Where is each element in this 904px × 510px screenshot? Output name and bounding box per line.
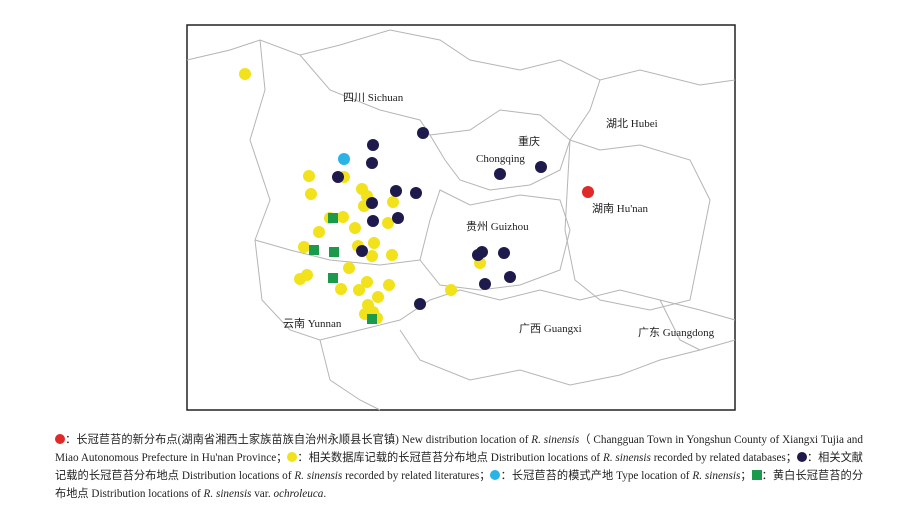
legend-text: .	[323, 488, 327, 500]
legend-text: R. sinensis	[294, 470, 343, 482]
location-marker	[417, 127, 429, 139]
region-label: 贵州 Guizhou	[466, 220, 529, 233]
location-marker	[479, 278, 491, 290]
location-marker	[361, 276, 373, 288]
legend-text: recorded by related databases；	[650, 452, 797, 464]
region-label: 广西 Guangxi	[519, 322, 582, 335]
location-marker	[368, 237, 380, 249]
legend-text: ；	[740, 470, 752, 482]
location-marker	[337, 211, 349, 223]
location-marker	[328, 213, 338, 223]
location-marker	[309, 245, 319, 255]
location-marker	[582, 186, 594, 198]
region-label: 重庆	[518, 134, 540, 148]
location-marker	[392, 212, 404, 224]
location-marker	[498, 247, 510, 259]
legend-marker	[287, 452, 298, 462]
location-marker	[367, 215, 379, 227]
location-marker	[367, 139, 379, 151]
region-label: 湖北 Hubei	[606, 117, 658, 130]
legend-text: ：黄白长冠苣苔的分布地点 Distribution locations of	[55, 470, 864, 500]
location-marker	[356, 245, 368, 257]
legend-text: ：相关文献记载的长冠苣苔分布地点 Distribution locations …	[55, 452, 863, 482]
location-marker	[328, 273, 338, 283]
legend-text: R. sinensis	[692, 470, 741, 482]
boundaries	[186, 29, 736, 411]
location-marker	[386, 249, 398, 261]
location-marker	[372, 291, 384, 303]
location-marker	[332, 171, 344, 183]
location-marker	[410, 187, 422, 199]
location-marker	[367, 314, 377, 324]
map-frame	[186, 24, 736, 411]
region-label: 广东 Guangdong	[638, 326, 715, 339]
legend-text: ：长冠苣苔的模式产地 Type location of	[500, 470, 693, 482]
region-label: 四川 Sichuan	[343, 92, 404, 104]
location-marker	[338, 153, 350, 165]
location-marker	[305, 188, 317, 200]
location-marker	[414, 298, 426, 310]
legend-text: ochroleuca	[273, 488, 324, 500]
location-marker	[294, 273, 306, 285]
location-marker	[382, 217, 394, 229]
legend-marker	[796, 452, 807, 462]
location-marker	[349, 222, 361, 234]
location-marker	[366, 250, 378, 262]
location-marker	[476, 246, 488, 258]
location-marker	[335, 283, 347, 295]
location-marker	[390, 185, 402, 197]
legend-text: R. sinensis	[203, 488, 252, 500]
location-marker	[329, 247, 339, 257]
legend-text: （ Changguan Town in Yongshun County of X…	[55, 434, 863, 464]
location-marker	[298, 241, 310, 253]
legend-marker	[490, 470, 501, 480]
map: 四川 Sichuan 重庆 Chongqing 湖北 Hubei 湖南 Hu'n…	[186, 24, 736, 411]
location-marker	[387, 196, 399, 208]
region-label: 湖南 Hu'nan	[592, 202, 649, 215]
location-marker	[366, 197, 378, 209]
legend-text: ：长冠苣苔的新分布点(湖南省湘西土家族苗族自治州永顺县长官镇) New dist…	[65, 434, 532, 446]
location-marker	[353, 284, 365, 296]
location-marker	[494, 168, 506, 180]
legend-text: var.	[251, 488, 274, 500]
legend-text: R. sinensis	[602, 452, 651, 464]
location-marker	[504, 271, 516, 283]
legend-text: ：相关数据库记载的长冠苣苔分布地点 Distribution locations…	[297, 452, 603, 464]
location-marker	[343, 262, 355, 274]
region-label: Chongqing	[476, 153, 525, 165]
location-marker	[445, 284, 457, 296]
location-marker	[366, 157, 378, 169]
location-marker	[383, 279, 395, 291]
legend-marker	[55, 434, 65, 444]
region-label: 云南 Yunnan	[283, 317, 342, 330]
legend-marker	[751, 470, 762, 480]
location-marker	[313, 226, 325, 238]
location-marker	[535, 161, 547, 173]
caption: ：长冠苣苔的新分布点(湖南省湘西土家族苗族自治州永顺县长官镇) New dist…	[55, 431, 863, 503]
location-marker	[239, 68, 251, 80]
location-marker	[303, 170, 315, 182]
legend-text: recorded by related literatures；	[342, 470, 491, 482]
legend-text: R. sinensis	[531, 434, 580, 446]
